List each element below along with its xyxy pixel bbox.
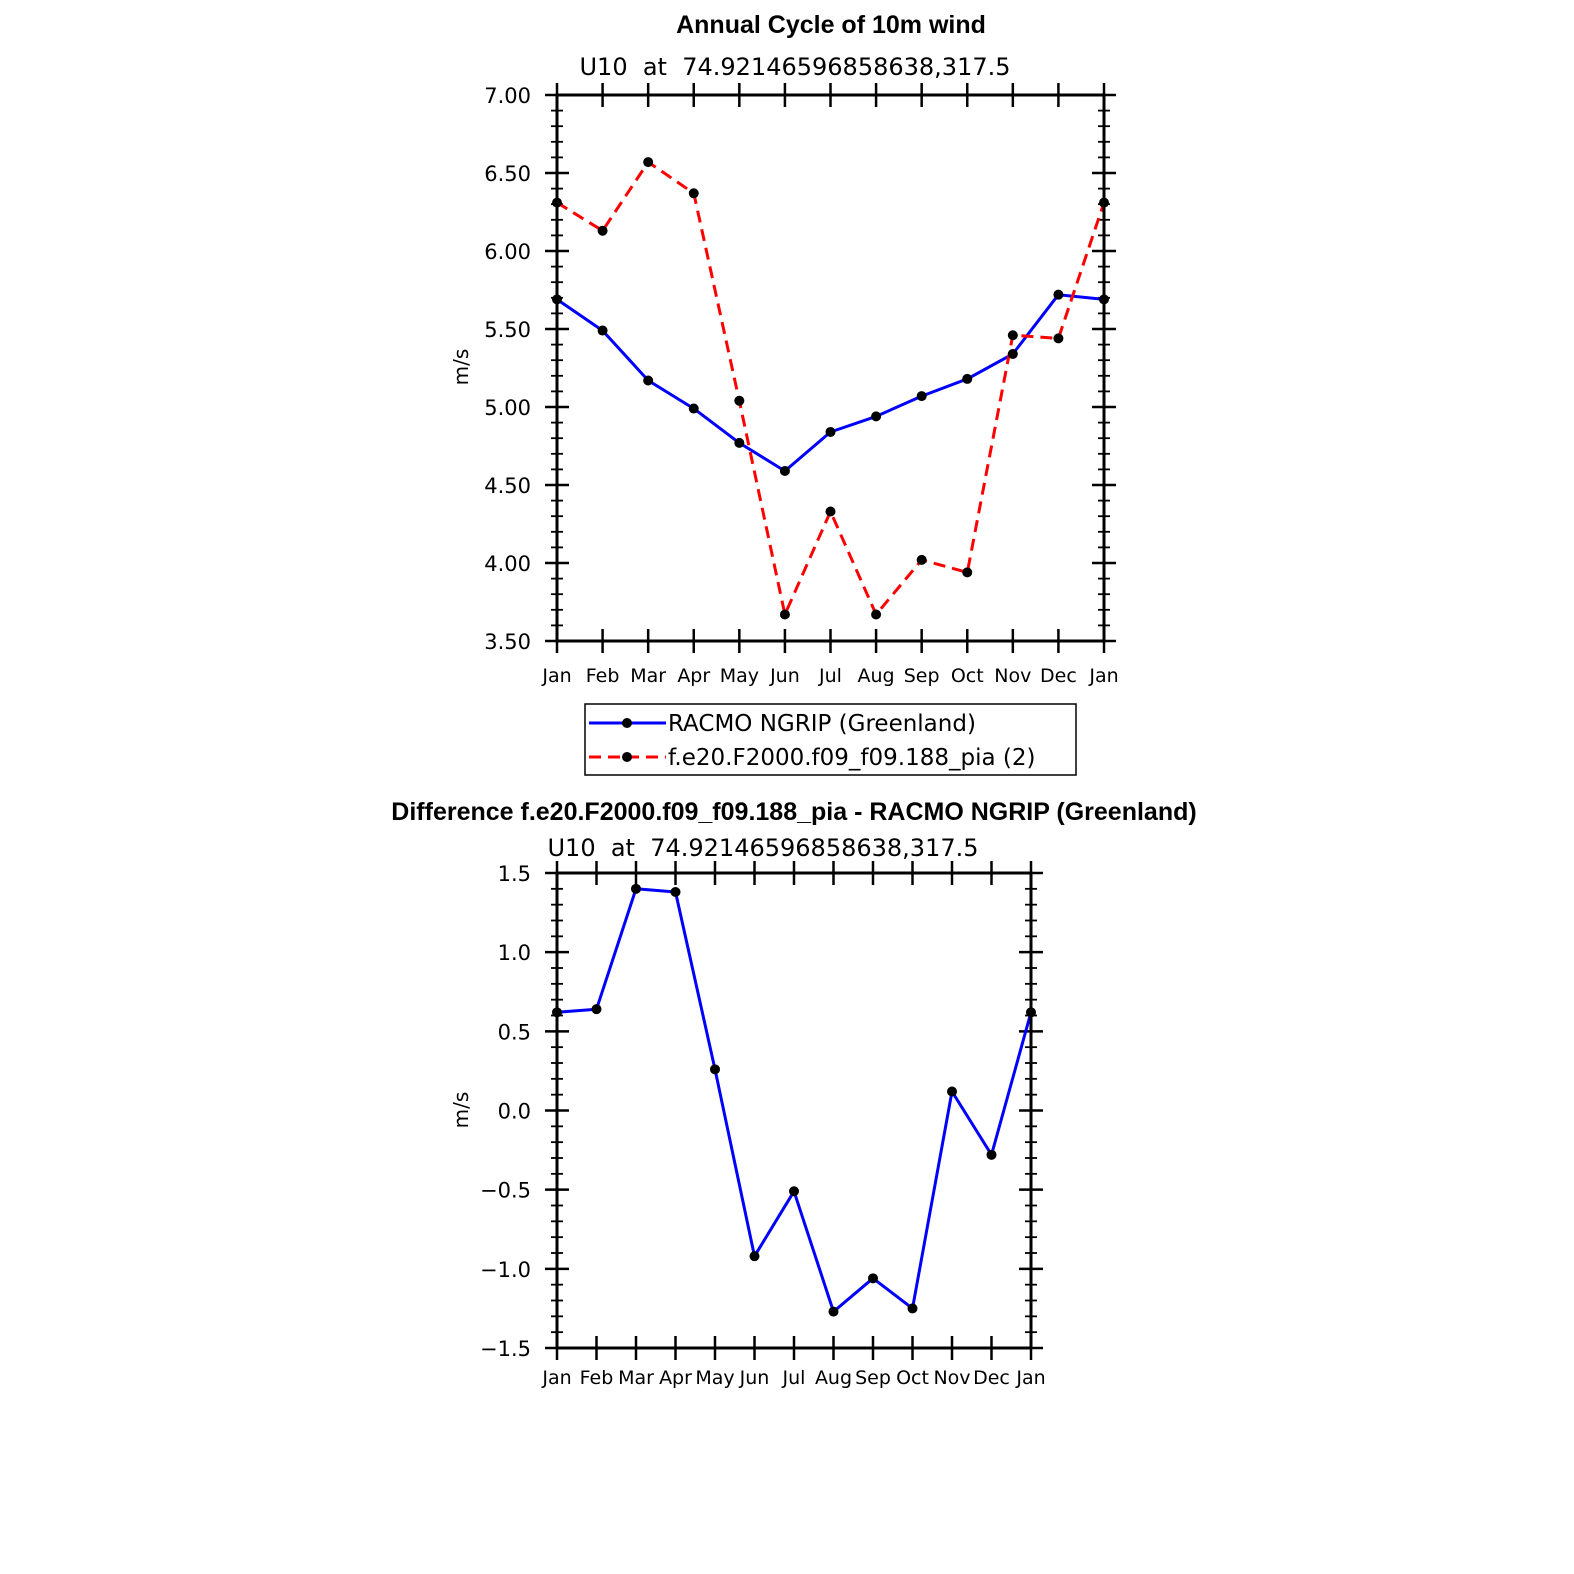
data-point-0-11 bbox=[986, 1149, 997, 1160]
y-tick-label: 7.00 bbox=[484, 84, 531, 108]
x-tick-label: Jun bbox=[739, 1367, 770, 1389]
y-axis-title: m/s bbox=[449, 1092, 473, 1129]
data-point-0-7 bbox=[828, 1306, 839, 1317]
data-point-1-4 bbox=[734, 395, 745, 406]
data-point-0-6 bbox=[825, 426, 836, 437]
data-point-1-5 bbox=[779, 609, 790, 620]
legend-marker-racmo bbox=[622, 718, 632, 728]
x-tick-label: Nov bbox=[933, 1367, 970, 1389]
data-point-0-10 bbox=[947, 1086, 957, 1097]
x-tick-label: Dec bbox=[1040, 665, 1077, 687]
data-point-1-11 bbox=[1053, 333, 1064, 344]
y-tick-label: −1.5 bbox=[480, 1337, 531, 1361]
x-tick-label: Oct bbox=[951, 665, 984, 687]
series-line-0 bbox=[556, 887, 1033, 1314]
y-tick-label: 0.5 bbox=[498, 1020, 531, 1044]
annual-cycle-chart: Annual Cycle of 10m wind U10 at 74.92146… bbox=[449, 11, 1119, 776]
y-tick-label: 1.0 bbox=[498, 941, 531, 965]
data-point-0-1 bbox=[597, 325, 608, 336]
x-tick-label: Feb bbox=[580, 1367, 614, 1389]
data-point-0-9 bbox=[907, 1303, 918, 1314]
data-point-0-7 bbox=[871, 411, 882, 422]
x-tick-label: Jan bbox=[1015, 1367, 1045, 1389]
x-tick-label: May bbox=[695, 1367, 734, 1389]
data-point-0-9 bbox=[962, 373, 973, 384]
data-point-1-2 bbox=[643, 157, 654, 168]
data-point-0-1 bbox=[591, 1004, 602, 1015]
data-point-0-5 bbox=[779, 465, 790, 476]
x-tick-label: Jan bbox=[1088, 665, 1118, 687]
legend-box bbox=[584, 703, 1077, 776]
data-point-1-6 bbox=[825, 506, 836, 517]
data-point-1-7 bbox=[871, 609, 882, 620]
x-tick-label: Jul bbox=[782, 1367, 806, 1389]
plot-frame bbox=[555, 93, 1106, 643]
y-tick-label: 0.0 bbox=[498, 1100, 531, 1124]
y-tick-label: 4.00 bbox=[484, 552, 531, 576]
x-tick-label: Aug bbox=[858, 665, 895, 687]
data-point-0-11 bbox=[1053, 289, 1064, 300]
legend-label-model: f.e20.F2000.f09_f09.188_pia (2) bbox=[668, 745, 1035, 771]
data-point-0-8 bbox=[916, 391, 927, 402]
y-tick-label: 1.5 bbox=[498, 862, 531, 886]
chart-subtitle: U10 at 74.92146596858638,317.5 bbox=[547, 834, 978, 862]
y-tick-label: 6.50 bbox=[484, 162, 531, 186]
x-tick-label: Nov bbox=[994, 665, 1031, 687]
data-point-0-5 bbox=[749, 1251, 760, 1262]
y-axis-title: m/s bbox=[449, 349, 473, 386]
data-point-0-2 bbox=[631, 883, 641, 894]
data-point-0-3 bbox=[670, 887, 681, 897]
x-tick-label: Mar bbox=[618, 1367, 654, 1389]
x-tick-label: Aug bbox=[815, 1367, 852, 1389]
x-tick-label: Mar bbox=[630, 665, 666, 687]
x-tick-label: Jul bbox=[818, 665, 842, 687]
y-tick-label: −0.5 bbox=[480, 1179, 531, 1203]
data-point-0-6 bbox=[789, 1186, 799, 1197]
x-tick-label: Feb bbox=[586, 665, 620, 687]
data-point-1-8 bbox=[916, 554, 927, 565]
data-point-0-3 bbox=[688, 403, 699, 414]
x-tick-label: Jun bbox=[769, 665, 800, 687]
x-tick-label: Sep bbox=[855, 1367, 891, 1389]
x-tick-label: Oct bbox=[896, 1367, 929, 1389]
chart-subtitle: U10 at 74.92146596858638,317.5 bbox=[579, 53, 1010, 81]
data-point-1-3 bbox=[688, 188, 699, 199]
x-tick-label: Jan bbox=[541, 1367, 571, 1389]
difference-chart: Difference f.e20.F2000.f09_f09.188_pia -… bbox=[391, 798, 1196, 1389]
y-tick-label: −1.0 bbox=[480, 1258, 531, 1282]
chart-title: Difference f.e20.F2000.f09_f09.188_pia -… bbox=[391, 798, 1196, 826]
data-point-0-2 bbox=[643, 375, 654, 386]
data-point-0-10 bbox=[1007, 348, 1018, 359]
data-point-0-4 bbox=[710, 1064, 720, 1075]
y-tick-label: 3.50 bbox=[484, 630, 531, 654]
y-tick-label: 5.50 bbox=[484, 318, 531, 342]
data-point-1-10 bbox=[1007, 330, 1018, 341]
x-tick-label: Apr bbox=[659, 1367, 692, 1389]
series-line-1 bbox=[556, 160, 1106, 616]
y-tick-label: 4.50 bbox=[484, 474, 531, 498]
x-tick-label: Apr bbox=[677, 665, 710, 687]
plot-frame bbox=[555, 871, 1033, 1350]
data-point-0-4 bbox=[734, 437, 745, 448]
y-tick-label: 6.00 bbox=[484, 240, 531, 264]
legend-label-racmo: RACMO NGRIP (Greenland) bbox=[668, 711, 976, 737]
series-line-0 bbox=[556, 293, 1105, 473]
data-point-0-8 bbox=[868, 1273, 878, 1284]
x-tick-label: May bbox=[720, 665, 759, 687]
data-point-1-9 bbox=[962, 567, 973, 578]
chart-title: Annual Cycle of 10m wind bbox=[676, 11, 986, 39]
x-tick-label: Dec bbox=[973, 1367, 1010, 1389]
y-tick-label: 5.00 bbox=[484, 396, 531, 420]
x-tick-label: Jan bbox=[541, 665, 571, 687]
x-tick-label: Sep bbox=[904, 665, 940, 687]
data-point-1-1 bbox=[597, 225, 608, 236]
legend-marker-model bbox=[622, 752, 632, 762]
legend: RACMO NGRIP (Greenland) f.e20.F2000.f09_… bbox=[584, 703, 1077, 776]
